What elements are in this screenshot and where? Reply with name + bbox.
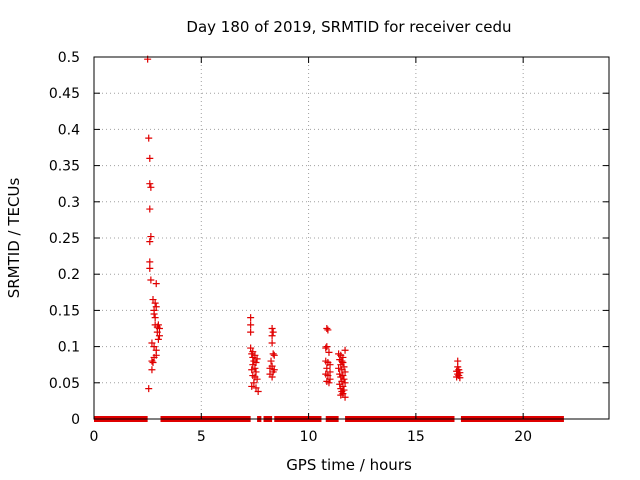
x-tick-label: 20 <box>514 429 532 445</box>
y-tick-label: 0.4 <box>58 122 80 138</box>
data-point <box>338 357 346 365</box>
data-point <box>148 357 156 365</box>
data-point <box>250 379 258 387</box>
data-point <box>146 154 154 162</box>
data-point <box>248 366 256 374</box>
grid-lines <box>94 57 609 419</box>
data-point <box>155 332 163 340</box>
y-tick-label: 0.2 <box>58 267 80 283</box>
y-tick-label: 0.5 <box>58 50 80 66</box>
data-point <box>145 385 153 393</box>
data-point <box>247 328 255 336</box>
data-point <box>341 393 349 401</box>
x-tick-label: 10 <box>300 429 318 445</box>
data-point <box>152 303 160 311</box>
data-point <box>324 372 332 380</box>
y-tick-label: 0.25 <box>49 231 80 247</box>
x-tick-label: 0 <box>90 429 99 445</box>
data-point <box>341 346 349 354</box>
x-tick-label: 15 <box>407 429 425 445</box>
data-point <box>152 280 160 288</box>
data-point <box>147 276 155 284</box>
y-tick-label: 0.1 <box>58 340 80 356</box>
plot-frame <box>93 56 610 420</box>
data-point <box>151 314 159 322</box>
axis-ticks: 0 0.05 0.1 0.15 0.2 0.25 0.3 0.35 0.4 0.45 0.5 0 5 10… <box>49 50 609 445</box>
data-point <box>323 343 331 351</box>
data-point <box>253 375 261 383</box>
data-point <box>322 344 330 352</box>
y-tick-label: 0.3 <box>58 195 80 211</box>
data-point <box>249 361 257 369</box>
data-point <box>149 296 157 304</box>
data-point <box>150 353 158 361</box>
data-point <box>146 264 154 272</box>
data-point <box>149 359 157 367</box>
x-tick-label: 5 <box>197 429 206 445</box>
data-points <box>144 55 464 401</box>
data-point <box>268 373 276 381</box>
data-point <box>247 321 255 329</box>
y-tick-label: 0 <box>71 412 80 428</box>
data-point <box>337 391 345 399</box>
data-point <box>147 183 155 191</box>
y-tick-label: 0.15 <box>49 303 80 319</box>
data-point <box>324 326 332 334</box>
data-point <box>145 134 153 142</box>
data-point <box>155 325 163 332</box>
data-point <box>150 310 158 318</box>
data-point <box>146 258 154 266</box>
data-point <box>247 314 255 322</box>
data-point <box>146 205 154 213</box>
data-point <box>267 357 275 365</box>
data-point <box>148 366 156 374</box>
data-point <box>254 387 262 395</box>
y-axis-title: SRMTID / TECUs <box>5 178 23 299</box>
data-point <box>323 325 331 332</box>
data-point <box>269 328 277 336</box>
data-point <box>270 351 278 359</box>
data-point <box>150 343 158 351</box>
y-tick-label: 0.35 <box>49 159 80 175</box>
data-point <box>326 368 334 376</box>
data-point <box>154 335 162 343</box>
data-point <box>249 353 257 361</box>
chart-title: Day 180 of 2019, SRMTID for receiver ced… <box>186 18 511 36</box>
data-point <box>268 339 276 347</box>
data-point <box>147 233 155 241</box>
data-point <box>325 348 333 356</box>
data-point <box>252 384 260 392</box>
data-point <box>325 379 333 387</box>
data-point <box>151 299 159 307</box>
data-point <box>341 368 349 376</box>
data-point <box>153 328 161 336</box>
data-point <box>335 364 343 372</box>
data-point <box>252 368 260 376</box>
data-point <box>148 339 156 347</box>
data-point <box>146 180 154 188</box>
y-tick-label: 0.45 <box>49 86 80 102</box>
data-point <box>341 379 349 387</box>
data-point <box>146 238 154 246</box>
data-point <box>453 373 461 381</box>
data-point <box>269 350 277 358</box>
y-tick-label: 0.05 <box>49 376 80 392</box>
x-axis-title: GPS time / hours <box>286 456 412 474</box>
data-point <box>247 344 255 352</box>
data-point <box>268 325 276 332</box>
data-point <box>248 350 256 358</box>
data-point <box>456 374 464 382</box>
data-point <box>268 332 276 340</box>
data-point <box>326 361 334 369</box>
data-point <box>248 382 256 390</box>
data-point <box>251 364 259 372</box>
data-point <box>323 364 331 372</box>
